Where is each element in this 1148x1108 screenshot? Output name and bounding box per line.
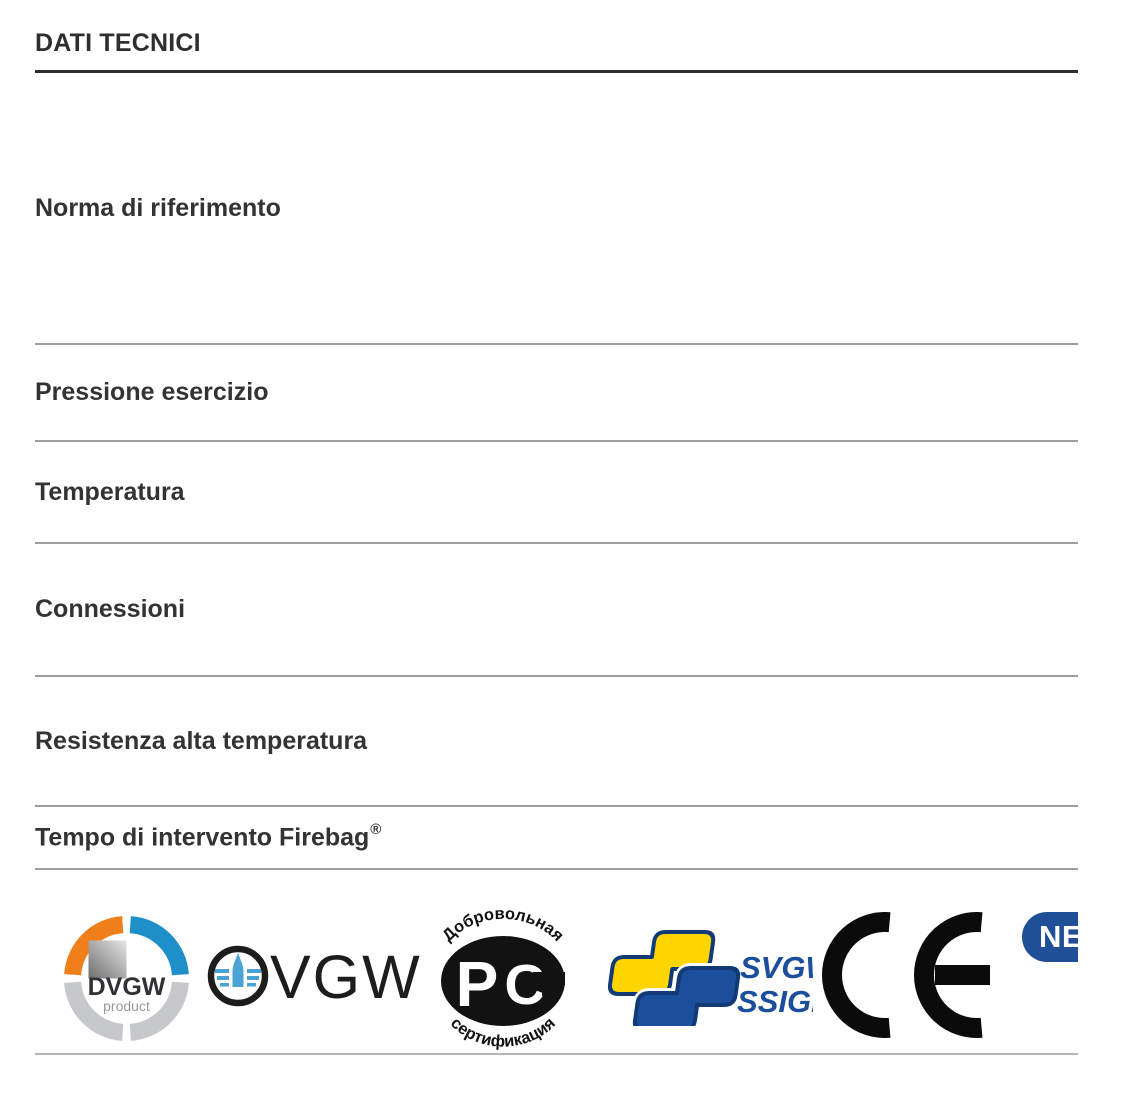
dvgw-logo-text: DVGW [88, 973, 166, 1001]
section-header: DATI TECNICI [35, 0, 1078, 73]
ne-badge-icon: NE [1022, 912, 1078, 962]
dvgw-product-logo-icon: DVGW product [64, 916, 189, 1041]
pct-letter-p: Р [456, 948, 499, 1020]
row-label-temperatura: Temperatura [35, 477, 185, 506]
table-row: Temperatura [35, 442, 1078, 544]
row-label-norma: Norma di riferimento [35, 193, 281, 222]
section-title: DATI TECNICI [35, 29, 201, 57]
table-row: Norma di riferimento [35, 73, 1078, 345]
pct-letter-t-tab [533, 972, 565, 996]
ne-badge-text: NE [1039, 919, 1078, 954]
ovgw-logo-text: VGW [270, 943, 421, 1008]
row-label-pressione: Pressione esercizio [35, 378, 269, 406]
pct-rostest-logo-icon: Р С Добровольная сертификация [439, 905, 567, 1051]
row-label-resistenza: Resistenza alta temperatura [35, 726, 368, 755]
certification-logos-row: DVGW product VGW [35, 870, 1078, 1055]
registered-trademark-symbol: ® [370, 820, 382, 838]
dvgw-logo-subtext: product [103, 998, 150, 1014]
table-row: Tempo di intervento Firebag® [35, 807, 1078, 870]
ce-marking-icon [822, 912, 990, 1038]
svgw-ssige-logo-icon: SVGW SSIGE [607, 930, 813, 1026]
technical-data-section: DATI TECNICI Norma di riferimento Pressi… [35, 0, 1078, 1055]
ovgw-logo-icon: VGW [207, 943, 421, 1008]
table-row: Pressione esercizio [35, 345, 1078, 442]
table-row: Resistenza alta temperatura [35, 677, 1078, 807]
svgw-text-line2: SSIGE [737, 984, 813, 1019]
table-row: Connessioni [35, 544, 1078, 677]
row-label-connessioni: Connessioni [35, 595, 186, 623]
svgw-text-line1: SVGW [740, 950, 813, 985]
row-label-tempo-intervento: Tempo di intervento Firebag® [35, 820, 382, 852]
